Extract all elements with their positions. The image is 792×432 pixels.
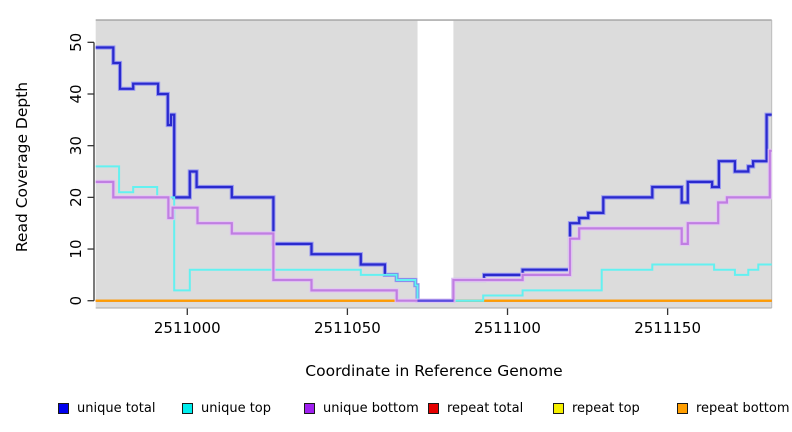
legend-swatch-repeat-total [428,403,439,414]
x-tick-label: 2511050 [314,319,381,337]
legend-item-repeat-top: repeat top [553,401,640,416]
legend-label-repeat-top: repeat top [572,401,640,416]
y-tick-label: 20 [67,188,85,207]
legend-item-unique-top: unique top [182,401,271,416]
legend: unique total unique top unique bottom repea… [0,396,792,422]
y-axis-label: Read Coverage Depth [13,81,31,253]
y-tick-label: 10 [67,239,85,258]
legend-label-repeat-total: repeat total [447,401,524,416]
y-tick-label: 30 [67,136,85,155]
legend-item-unique-bottom: unique bottom [304,401,419,416]
legend-swatch-unique-total [58,403,69,414]
legend-item-unique-total: unique total [58,401,155,416]
legend-label-unique-bottom: unique bottom [323,401,419,416]
legend-label-repeat-bottom: repeat bottom [696,401,790,416]
legend-item-repeat-bottom: repeat bottom [677,401,790,416]
x-tick-label: 2511000 [154,319,221,337]
x-tick-label: 2511150 [634,319,701,337]
no-data-gap [417,20,454,303]
legend-label-unique-total: unique total [77,401,156,416]
x-tick-label: 2511100 [474,319,541,337]
legend-swatch-unique-bottom [304,403,315,414]
legend-swatch-unique-top [182,403,193,414]
legend-swatch-repeat-bottom [677,403,688,414]
y-tick-label: 40 [67,84,85,103]
y-tick-label: 50 [67,33,85,52]
legend-swatch-repeat-top [553,403,564,414]
series-unique-bottom [95,149,772,302]
y-tick-label: 0 [67,296,85,306]
legend-label-unique-top: unique top [201,401,272,416]
legend-item-repeat-total: repeat total [428,401,523,416]
x-axis-label: Coordinate in Reference Genome [305,362,563,380]
